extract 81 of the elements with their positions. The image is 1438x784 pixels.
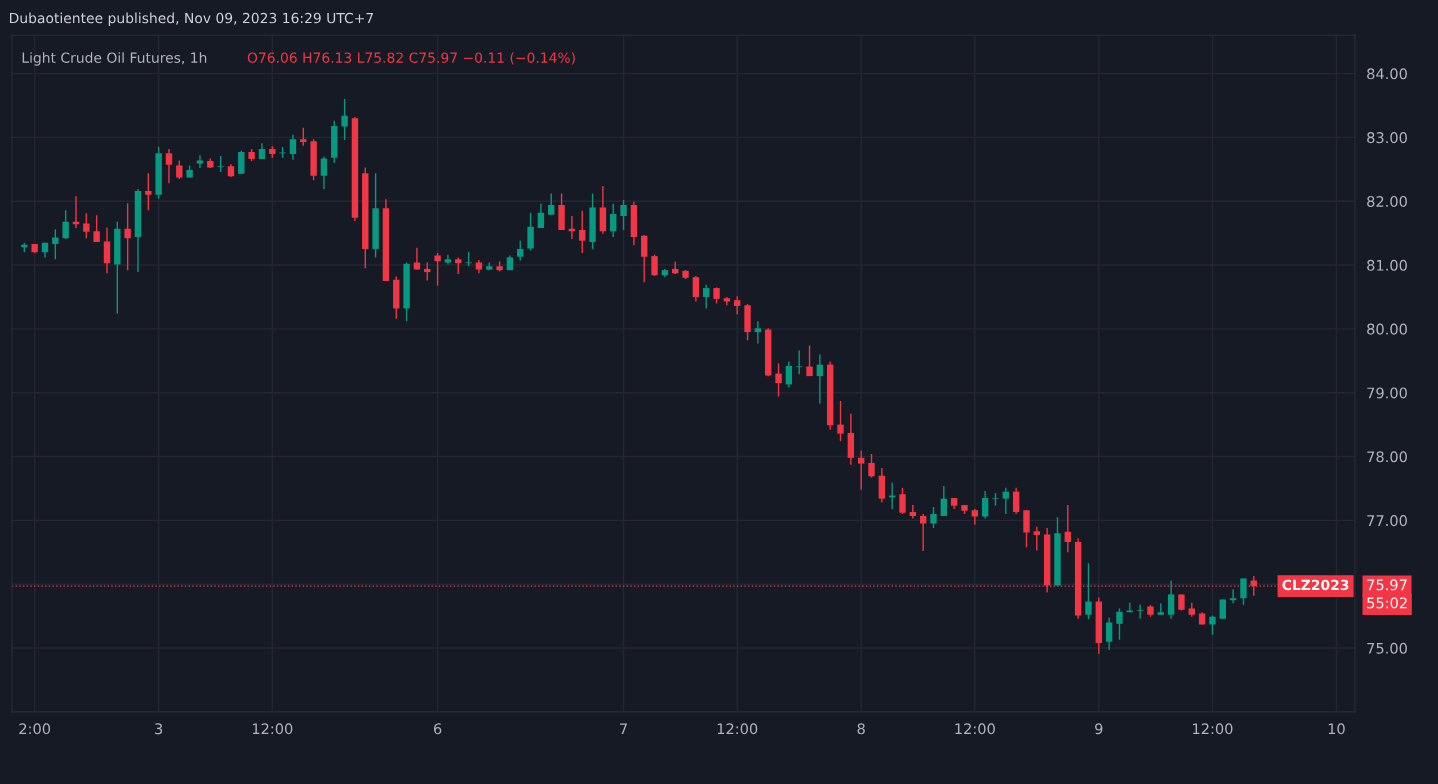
candlestick <box>124 202 131 271</box>
candlestick <box>1105 616 1113 651</box>
candlestick <box>537 203 545 229</box>
candlestick <box>868 453 875 479</box>
candlestick <box>341 98 348 141</box>
x-tick-label: 12:00 <box>955 723 995 735</box>
y-tick-label: 81.00 <box>1367 259 1407 271</box>
candlestick <box>93 214 100 243</box>
candlestick <box>289 134 297 161</box>
candlestick <box>517 240 524 262</box>
x-tick-label: 8 <box>857 723 865 735</box>
candlestick <box>579 210 586 254</box>
text: Dubaotientee published, Nov 09, 2023 16:29 UTC+7 <box>9 12 373 26</box>
x-tick-label: 2:00 <box>19 723 51 735</box>
candlestick <box>641 234 648 283</box>
candlestick <box>692 275 700 303</box>
y-tick-label: 79.00 <box>1367 387 1407 399</box>
y-tick-label: 75.00 <box>1367 642 1407 654</box>
candlestick <box>548 192 555 216</box>
candlestick <box>527 212 534 252</box>
candlestick <box>1116 607 1123 641</box>
x-tick-label: 12:00 <box>252 723 293 735</box>
candlestick <box>775 362 782 398</box>
x-tick-label: 9 <box>1095 723 1103 735</box>
annotation: O76.06 H76.13 L75.82 C75.97 −0.11 (−0.14%) <box>247 52 575 65</box>
candlestick <box>1209 614 1216 636</box>
candlestick <box>919 513 927 552</box>
y-tick-label: 77.00 <box>1367 515 1407 527</box>
candlestick <box>754 320 762 345</box>
candlestick <box>196 154 204 169</box>
text: CLZ2023 75.97 55:02 <box>1282 579 1407 609</box>
candlestick <box>703 284 710 310</box>
y-tick-label: 80.00 <box>1367 323 1407 335</box>
candlestick <box>785 360 793 389</box>
candlestick <box>1240 577 1247 606</box>
y-tick-label: 78.00 <box>1367 451 1407 463</box>
candlestick <box>795 349 803 375</box>
x-tick-label: 12:00 <box>1193 723 1233 735</box>
x-tick-label: 7 <box>620 723 627 735</box>
candlestick <box>145 172 152 211</box>
candlestick <box>1002 487 1010 515</box>
candlestick <box>909 504 917 520</box>
candlestick <box>899 487 906 515</box>
candlestick <box>52 228 59 261</box>
candlestick <box>1012 487 1020 515</box>
candlestick <box>651 254 658 277</box>
candlestick <box>103 226 111 275</box>
candlestick <box>837 400 844 442</box>
candlestick <box>1136 603 1144 620</box>
candlestick <box>599 185 607 235</box>
candlestick <box>940 485 948 517</box>
candlestick <box>1064 504 1072 553</box>
y-tick-label: 84.00 <box>1367 68 1407 80</box>
x-tick-label: 10 <box>1328 723 1345 735</box>
text: Light Crude Oil Futures, 1h <box>22 52 207 66</box>
candlestick <box>857 450 865 491</box>
candlestick <box>1229 588 1237 605</box>
candlestick <box>1167 579 1175 620</box>
y-tick-label: 82.00 <box>1367 195 1407 207</box>
y-tick-label: 83.00 <box>1367 132 1407 144</box>
candlestick <box>878 467 886 504</box>
x-tick-label: 12:00 <box>717 723 758 735</box>
candlestick <box>610 203 617 238</box>
candlestick <box>62 209 69 240</box>
candlestick <box>620 199 627 231</box>
candlestick <box>176 159 183 180</box>
x-tick-label: 3 <box>155 723 163 735</box>
candlestick <box>1023 509 1030 548</box>
candlestick <box>930 506 937 529</box>
candlestick <box>165 148 173 185</box>
candlestick <box>434 252 441 287</box>
candlestick <box>83 212 90 239</box>
candlestick <box>981 490 989 520</box>
candlestick <box>320 155 328 190</box>
candlestick <box>1085 562 1092 621</box>
candlestick <box>413 247 421 271</box>
candlestick <box>806 344 813 377</box>
x-tick-label: 6 <box>433 723 442 735</box>
candlestick <box>888 482 896 510</box>
candlestick <box>238 150 245 175</box>
candlestick <box>1033 526 1041 552</box>
